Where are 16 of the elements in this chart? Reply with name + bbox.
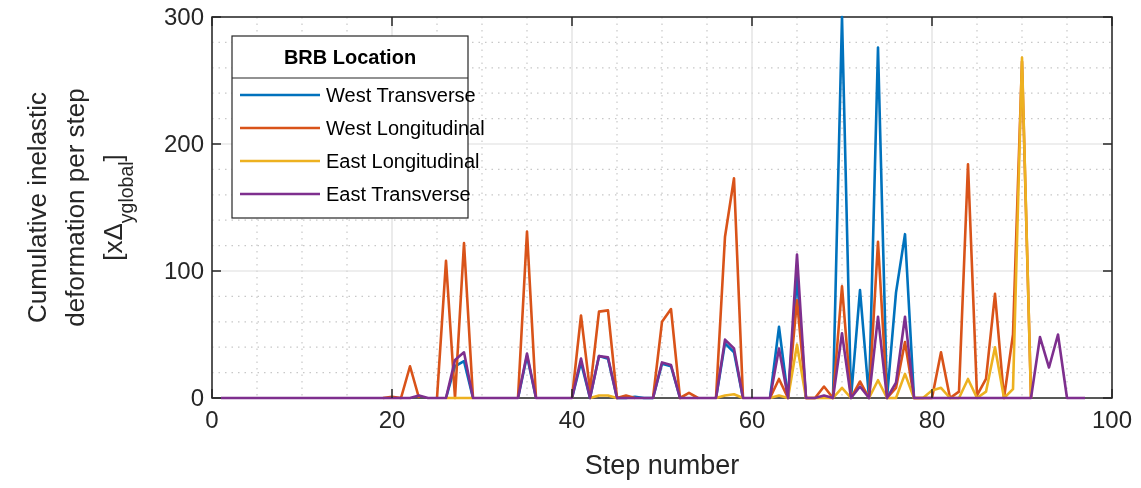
legend-title: BRB Location <box>283 46 417 68</box>
line-series <box>219 253 1087 400</box>
legend-label: East Longitudinal <box>326 150 480 172</box>
x-axis-title: Step number <box>584 450 740 480</box>
x-tick-label: 100 <box>1091 406 1133 433</box>
legend-label: West Longitudinal <box>326 117 485 139</box>
legend-label: West Transverse <box>326 84 476 106</box>
y-tick-label: 100 <box>163 257 204 284</box>
y-tick-label: 0 <box>190 384 204 411</box>
legend-label: East Transverse <box>326 183 471 205</box>
x-tick-label: 40 <box>558 406 586 433</box>
y-tick-label: 200 <box>163 130 204 157</box>
x-tick-label: 20 <box>378 406 406 433</box>
y-tick-label: 300 <box>163 3 204 30</box>
x-tick-label: 80 <box>918 406 946 433</box>
x-tick-label: 60 <box>738 406 766 433</box>
